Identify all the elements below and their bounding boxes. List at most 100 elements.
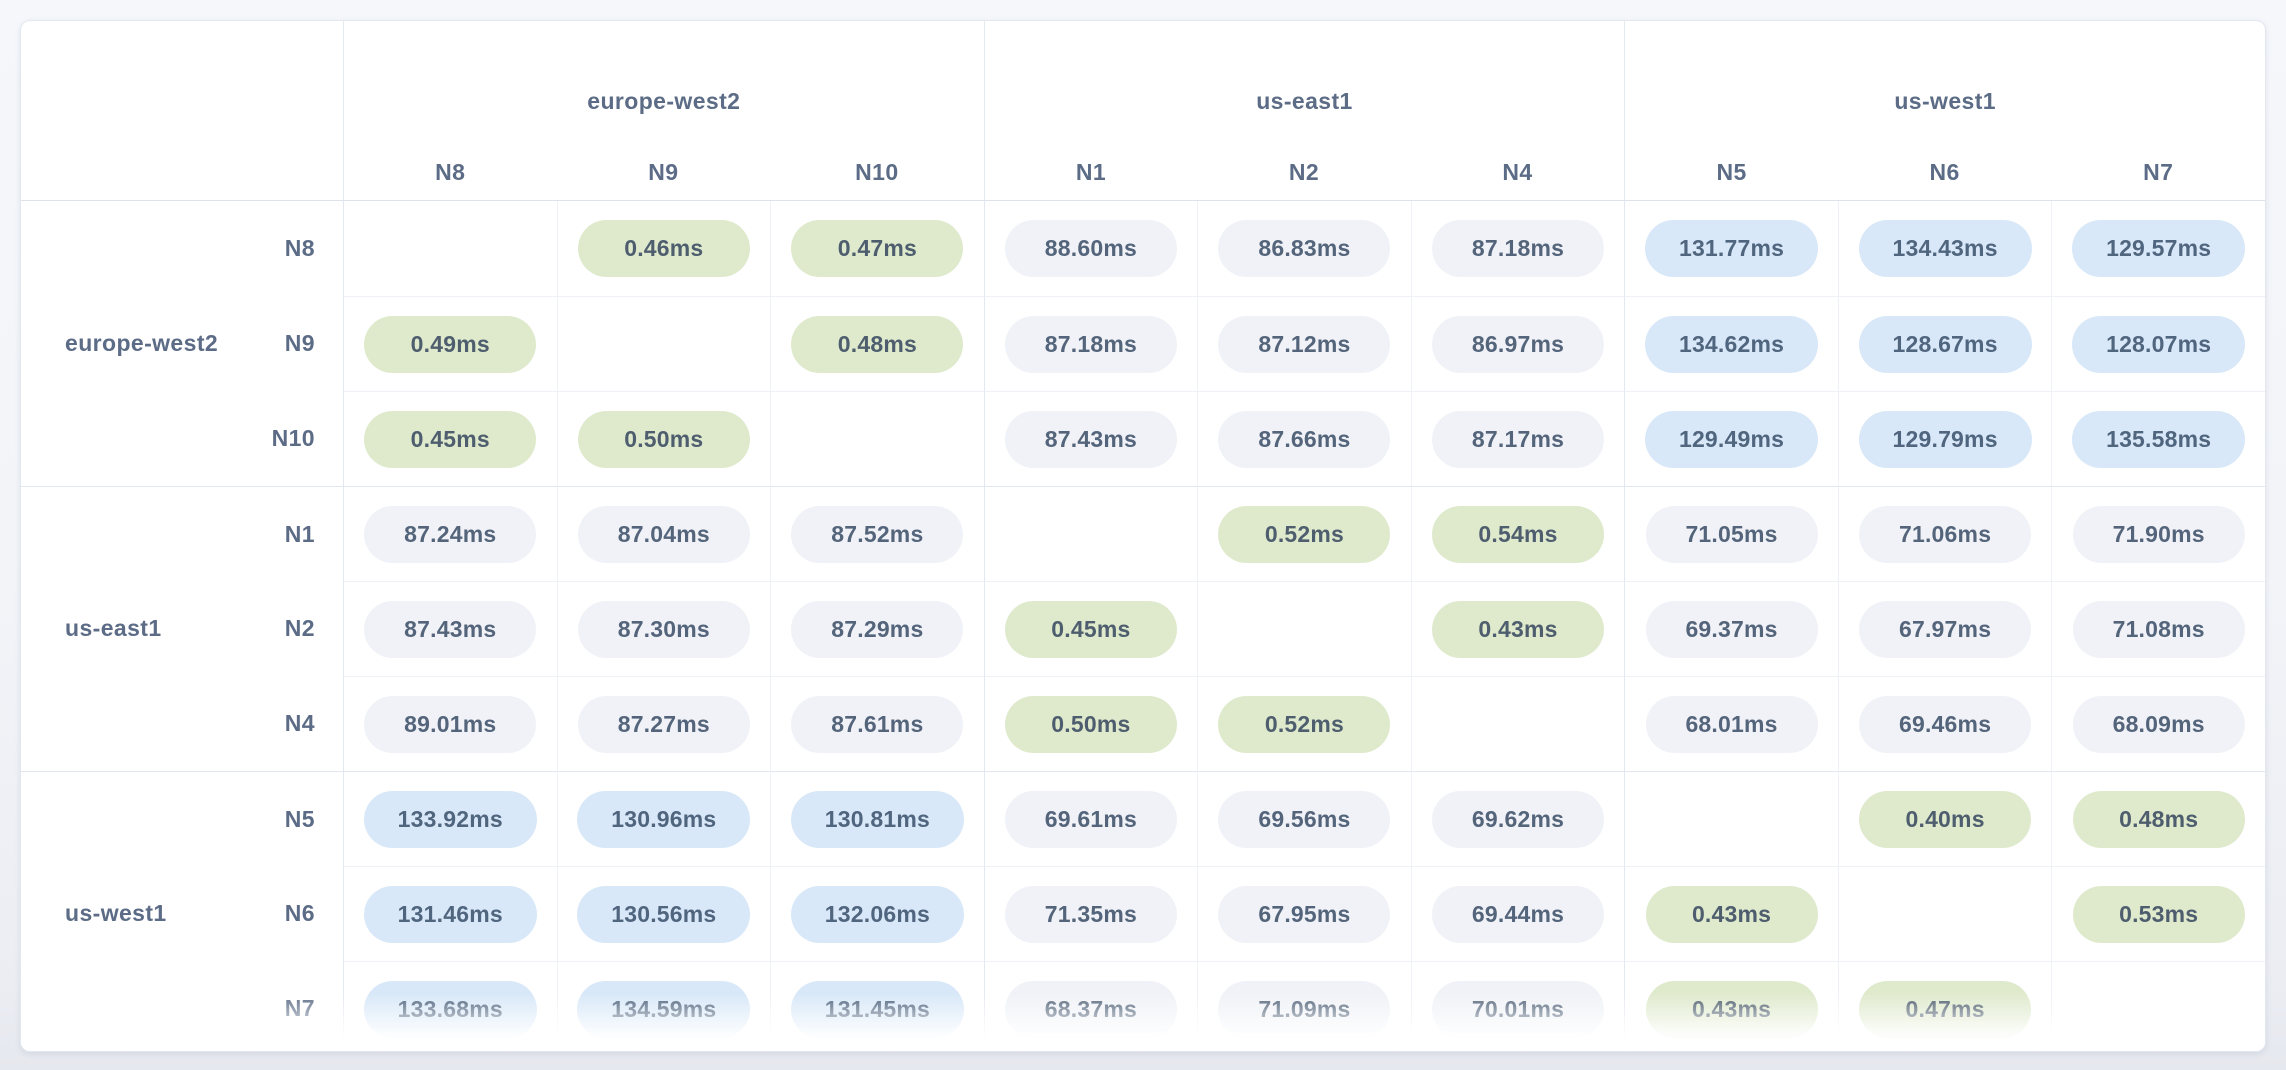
latency-pill: 132.06ms <box>790 885 964 943</box>
node-column-header: N10 <box>770 141 984 201</box>
latency-pill: 70.01ms <box>1432 980 1604 1038</box>
latency-pill: 0.47ms <box>791 220 964 277</box>
node-column-header: N9 <box>556 141 771 201</box>
latency-pill: 87.17ms <box>1432 410 1604 468</box>
latency-cell: 0.53ms <box>2051 866 2265 961</box>
row-region-label: us-west1 <box>65 900 167 926</box>
latency-cell: 87.24ms <box>343 486 557 581</box>
table-row: N8 0.46ms 0.47ms 88.60ms 86.83ms 87.18ms 131.7… <box>21 201 2265 296</box>
latency-cell: 69.62ms <box>1410 771 1625 866</box>
latency-cell <box>1410 676 1625 771</box>
latency-pill: 88.60ms <box>1004 220 1177 277</box>
latency-pill: 69.37ms <box>1645 600 1818 658</box>
matrix-corner-cell <box>21 21 343 201</box>
latency-pill: 133.68ms <box>363 980 537 1038</box>
row-header-cell: N5 <box>21 771 343 866</box>
row-region-label: europe-west2 <box>65 330 219 356</box>
latency-cell: 131.77ms <box>1624 201 1838 296</box>
table-row: N10 0.45ms 0.50ms 87.43ms 87.66ms 87.17ms 129.… <box>21 391 2265 486</box>
latency-pill: 0.54ms <box>1432 505 1604 563</box>
latency-pill: 69.61ms <box>1004 790 1177 848</box>
latency-pill: 67.97ms <box>1859 600 2032 658</box>
latency-pill: 0.50ms <box>577 410 750 468</box>
row-header-cell: us-west1 N6 <box>21 866 343 961</box>
node-column-header: N6 <box>1837 141 2052 201</box>
latency-pill: 71.90ms <box>2072 505 2245 563</box>
node-column-header: N1 <box>983 141 1198 201</box>
latency-cell: 0.43ms <box>1410 581 1625 676</box>
latency-pill: 71.08ms <box>2072 600 2245 658</box>
latency-cell: 88.60ms <box>983 201 1198 296</box>
latency-pill: 134.43ms <box>1858 220 2032 277</box>
row-node-label: N6 <box>284 900 315 926</box>
latency-cell: 131.45ms <box>770 961 984 1051</box>
node-column-header: N2 <box>1197 141 1411 201</box>
latency-pill: 133.92ms <box>363 790 537 848</box>
latency-cell: 132.06ms <box>770 866 984 961</box>
latency-cell: 69.37ms <box>1624 581 1838 676</box>
latency-pill: 69.44ms <box>1432 885 1604 943</box>
latency-pill: 69.62ms <box>1432 790 1604 848</box>
latency-cell: 0.50ms <box>983 676 1198 771</box>
table-row: N1 87.24ms 87.04ms 87.52ms 0.52ms 0.54ms 71.05… <box>21 486 2265 581</box>
row-header-cell: us-east1 N2 <box>21 581 343 676</box>
latency-cell: 69.56ms <box>1197 771 1411 866</box>
region-header-row: europe-west2 us-east1 us-west1 <box>21 21 2265 201</box>
latency-cell: 69.61ms <box>983 771 1198 866</box>
latency-cell <box>556 296 771 391</box>
latency-cell <box>1837 866 2052 961</box>
latency-cell: 87.61ms <box>770 676 984 771</box>
latency-pill: 87.18ms <box>1004 315 1177 373</box>
latency-pill: 129.79ms <box>1858 410 2032 468</box>
latency-pill: 87.04ms <box>577 505 750 563</box>
latency-pill: 87.43ms <box>364 600 537 658</box>
latency-cell: 87.27ms <box>556 676 771 771</box>
latency-pill: 0.45ms <box>1004 600 1177 658</box>
latency-cell: 69.44ms <box>1410 866 1625 961</box>
latency-cell: 0.48ms <box>2051 771 2265 866</box>
latency-cell: 0.52ms <box>1197 676 1411 771</box>
latency-cell: 133.92ms <box>343 771 557 866</box>
latency-cell: 0.54ms <box>1410 486 1625 581</box>
row-header-cell: N8 <box>21 201 343 296</box>
latency-cell: 68.37ms <box>983 961 1198 1051</box>
latency-pill: 87.66ms <box>1218 410 1391 468</box>
latency-pill: 87.24ms <box>364 505 537 563</box>
latency-cell: 134.59ms <box>556 961 771 1051</box>
latency-pill: 0.52ms <box>1218 505 1391 563</box>
latency-cell: 0.45ms <box>343 391 557 486</box>
latency-pill: 87.18ms <box>1432 220 1604 277</box>
row-header-cell: europe-west2 N9 <box>21 296 343 391</box>
latency-cell: 134.43ms <box>1837 201 2052 296</box>
latency-pill: 129.57ms <box>2072 220 2246 277</box>
table-row: N4 89.01ms 87.27ms 87.61ms 0.50ms 0.52ms 68.01… <box>21 676 2265 771</box>
node-column-header: N5 <box>1624 141 1838 201</box>
row-header-cell: N10 <box>21 391 343 486</box>
latency-pill: 0.49ms <box>364 315 537 373</box>
latency-cell: 87.29ms <box>770 581 984 676</box>
row-node-label: N10 <box>271 425 315 451</box>
node-column-header: N8 <box>343 141 557 201</box>
table-row: us-east1 N2 87.43ms 87.30ms 87.29ms 0.45ms 0.4… <box>21 581 2265 676</box>
latency-pill: 0.43ms <box>1645 885 1818 943</box>
latency-cell: 0.47ms <box>770 201 984 296</box>
latency-cell <box>1197 581 1411 676</box>
latency-pill: 69.46ms <box>1859 695 2032 753</box>
latency-cell: 130.81ms <box>770 771 984 866</box>
latency-cell <box>983 486 1198 581</box>
latency-cell: 129.79ms <box>1837 391 2052 486</box>
latency-pill: 0.46ms <box>577 220 750 277</box>
region-column-header: us-west1 <box>1624 21 2265 141</box>
latency-pill: 68.01ms <box>1645 695 1818 753</box>
latency-cell: 70.01ms <box>1410 961 1625 1051</box>
latency-pill: 0.48ms <box>2072 790 2245 848</box>
latency-cell: 71.05ms <box>1624 486 1838 581</box>
latency-cell: 0.46ms <box>556 201 771 296</box>
latency-pill: 130.81ms <box>790 790 964 848</box>
latency-cell: 130.96ms <box>556 771 771 866</box>
latency-pill: 87.27ms <box>577 695 750 753</box>
node-column-header: N4 <box>1410 141 1625 201</box>
latency-pill: 67.95ms <box>1218 885 1391 943</box>
latency-pill: 71.06ms <box>1859 505 2032 563</box>
latency-pill: 0.43ms <box>1432 600 1604 658</box>
